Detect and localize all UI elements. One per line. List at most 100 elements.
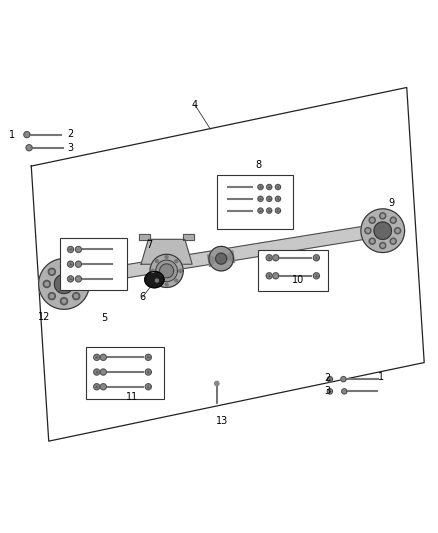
Text: 10: 10	[292, 274, 304, 285]
Circle shape	[62, 300, 66, 303]
Circle shape	[395, 228, 401, 234]
Circle shape	[381, 214, 384, 217]
Circle shape	[155, 279, 159, 282]
Polygon shape	[183, 233, 194, 240]
Circle shape	[371, 240, 374, 243]
Polygon shape	[273, 255, 279, 261]
Text: 9: 9	[389, 198, 395, 208]
Text: 6: 6	[140, 292, 146, 302]
Circle shape	[45, 282, 49, 286]
Polygon shape	[39, 259, 89, 309]
Polygon shape	[258, 184, 263, 190]
Circle shape	[50, 270, 53, 273]
Polygon shape	[361, 209, 405, 253]
Polygon shape	[145, 354, 151, 360]
Polygon shape	[94, 369, 100, 375]
Circle shape	[390, 238, 396, 244]
Polygon shape	[75, 261, 81, 267]
Circle shape	[175, 279, 178, 282]
Polygon shape	[258, 196, 263, 201]
Circle shape	[165, 283, 168, 286]
Polygon shape	[266, 273, 272, 279]
Text: 3: 3	[67, 143, 74, 153]
Circle shape	[390, 217, 396, 223]
Text: 3: 3	[324, 386, 330, 397]
Polygon shape	[267, 208, 272, 213]
Polygon shape	[208, 255, 218, 266]
Polygon shape	[327, 376, 332, 382]
Polygon shape	[61, 223, 386, 288]
Polygon shape	[341, 376, 346, 382]
Polygon shape	[266, 255, 272, 261]
Circle shape	[155, 260, 159, 263]
Polygon shape	[276, 184, 281, 190]
Circle shape	[392, 219, 395, 222]
Circle shape	[60, 297, 67, 305]
Circle shape	[175, 260, 178, 263]
Circle shape	[381, 244, 384, 247]
Polygon shape	[313, 255, 319, 261]
Circle shape	[48, 293, 55, 300]
Circle shape	[369, 238, 375, 244]
Text: 2: 2	[324, 373, 330, 383]
Polygon shape	[374, 222, 392, 239]
Polygon shape	[145, 271, 164, 288]
Polygon shape	[54, 274, 74, 294]
Circle shape	[365, 228, 371, 234]
Circle shape	[396, 229, 399, 232]
Circle shape	[380, 243, 386, 248]
Polygon shape	[141, 239, 192, 264]
Circle shape	[60, 263, 67, 270]
Circle shape	[78, 280, 85, 287]
Polygon shape	[94, 384, 100, 390]
Polygon shape	[150, 254, 183, 287]
Polygon shape	[159, 264, 173, 278]
Text: 13: 13	[216, 416, 229, 426]
Text: 12: 12	[38, 312, 50, 322]
Text: 2: 2	[67, 129, 74, 139]
Circle shape	[369, 217, 375, 223]
Polygon shape	[100, 354, 106, 360]
Polygon shape	[276, 196, 281, 201]
Polygon shape	[267, 196, 272, 201]
Polygon shape	[327, 389, 332, 394]
Polygon shape	[258, 208, 263, 213]
Polygon shape	[313, 273, 319, 279]
Circle shape	[392, 240, 395, 243]
Text: 1: 1	[9, 130, 14, 140]
Circle shape	[366, 229, 369, 232]
Polygon shape	[267, 184, 272, 190]
Circle shape	[152, 269, 155, 272]
Circle shape	[79, 282, 83, 286]
Polygon shape	[273, 273, 279, 279]
Polygon shape	[145, 369, 151, 375]
Polygon shape	[67, 276, 74, 282]
FancyBboxPatch shape	[258, 250, 328, 292]
Polygon shape	[215, 253, 227, 264]
Polygon shape	[100, 384, 106, 390]
Polygon shape	[215, 381, 219, 386]
Polygon shape	[75, 276, 81, 282]
Circle shape	[179, 269, 182, 272]
Polygon shape	[145, 384, 151, 390]
Circle shape	[62, 265, 66, 269]
Circle shape	[380, 213, 386, 219]
Polygon shape	[67, 261, 74, 267]
Polygon shape	[100, 369, 106, 375]
Text: 4: 4	[192, 100, 198, 110]
Circle shape	[48, 268, 55, 276]
Polygon shape	[24, 132, 30, 138]
Circle shape	[73, 268, 80, 276]
Polygon shape	[67, 246, 74, 253]
Polygon shape	[75, 246, 81, 253]
FancyBboxPatch shape	[60, 238, 127, 289]
Polygon shape	[94, 354, 100, 360]
Circle shape	[50, 294, 53, 298]
Polygon shape	[209, 246, 233, 271]
Text: 7: 7	[146, 240, 152, 249]
Text: 8: 8	[255, 160, 261, 170]
Circle shape	[74, 294, 78, 298]
Polygon shape	[26, 144, 32, 151]
Text: 11: 11	[127, 392, 139, 402]
Polygon shape	[276, 208, 281, 213]
